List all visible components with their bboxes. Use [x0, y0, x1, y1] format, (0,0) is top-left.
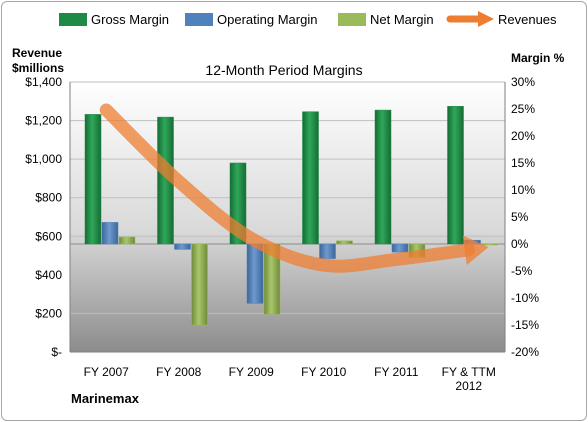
bar-net-margin — [118, 236, 136, 245]
left-tick-label: $200 — [35, 306, 62, 320]
legend-label-net-margin: Net Margin — [370, 12, 434, 27]
legend-swatch-gross-margin — [59, 13, 87, 26]
legend-item-operating-margin: Operating Margin — [185, 12, 317, 27]
left-axis: $- $200 $400 $600 $800 $1,000 $1,200 $1,400 — [25, 75, 62, 359]
bar-operating-margin — [174, 243, 191, 250]
right-tick-label: -5% — [511, 264, 533, 278]
x-tick-label: FY 2007 — [84, 365, 129, 379]
bar-operating-margin — [246, 243, 264, 304]
left-tick-label: $- — [51, 345, 62, 359]
plot-background — [70, 82, 505, 352]
bar-operating-margin — [319, 243, 336, 259]
left-tick-label: $600 — [35, 229, 62, 243]
right-tick-label: 15% — [511, 156, 535, 170]
revenue-curve — [99, 103, 476, 273]
x-tick-label: FY 2008 — [156, 365, 201, 379]
right-tick-label: 5% — [511, 210, 529, 224]
bar-gross-margin — [374, 109, 392, 245]
revenue-line — [99, 103, 489, 273]
left-tick-label: $800 — [35, 191, 62, 205]
right-tick-label: -15% — [511, 318, 539, 332]
chart-title: 12-Month Period Margins — [205, 62, 362, 78]
legend-label-gross-margin: Gross Margin — [91, 12, 169, 27]
x-tick-label: FY 2009 — [229, 365, 274, 379]
bar-gross-margin — [302, 111, 319, 245]
bar-gross-margin — [447, 106, 464, 245]
right-tick-label: 10% — [511, 183, 535, 197]
bar-operating-margin — [101, 222, 119, 245]
bar-net-margin — [191, 243, 208, 326]
right-axis: -20% -15% -10% -5% 0% 5% 10% 15% 20% 25% 30% — [511, 75, 539, 359]
right-tick-label: -10% — [511, 291, 539, 305]
right-axis-title: Margin % — [511, 51, 565, 65]
bar-gross-margin — [84, 114, 102, 245]
right-tick-label: 30% — [511, 75, 535, 89]
right-tick-label: 0% — [511, 237, 529, 251]
right-tick-label: 25% — [511, 102, 535, 116]
left-tick-label: $400 — [35, 268, 62, 282]
legend-item-gross-margin: Gross Margin — [59, 12, 169, 27]
bars — [84, 106, 498, 326]
bar-net-margin — [481, 243, 498, 246]
legend-label-operating-margin: Operating Margin — [217, 12, 317, 27]
left-tick-label: $1,200 — [25, 114, 62, 128]
right-tick-label: 20% — [511, 129, 535, 143]
x-axis: FY 2007 FY 2008 FY 2009 FY 2010 FY 2011 FY & … — [84, 365, 496, 393]
revenue-arrowhead — [462, 235, 489, 266]
x-tick-label: FY 2010 — [301, 365, 346, 379]
left-tick-label: $1,400 — [25, 75, 62, 89]
company-name: Marinemax — [71, 391, 140, 406]
legend-swatch-net-margin — [338, 13, 366, 26]
right-tick-label: -20% — [511, 345, 539, 359]
x-tick-label: FY & TTM — [442, 365, 496, 379]
legend-arrow-revenues — [478, 11, 494, 27]
bar-operating-margin — [391, 243, 409, 253]
legend-swatch-operating-margin — [185, 13, 213, 26]
x-tick-label: FY 2011 — [374, 365, 419, 379]
x-tick-label: 2012 — [455, 379, 482, 393]
left-tick-label: $1,000 — [25, 152, 62, 166]
left-axis-title-line2: $millions — [12, 61, 64, 75]
legend-item-revenues: Revenues — [446, 11, 557, 27]
legend-label-revenues: Revenues — [498, 12, 557, 27]
legend: Gross Margin Operating Margin Net Margin… — [59, 11, 557, 27]
bar-net-margin — [336, 240, 353, 245]
gridlines — [69, 81, 506, 353]
left-axis-title-line1: Revenue — [12, 46, 62, 60]
legend-item-net-margin: Net Margin — [338, 12, 434, 27]
